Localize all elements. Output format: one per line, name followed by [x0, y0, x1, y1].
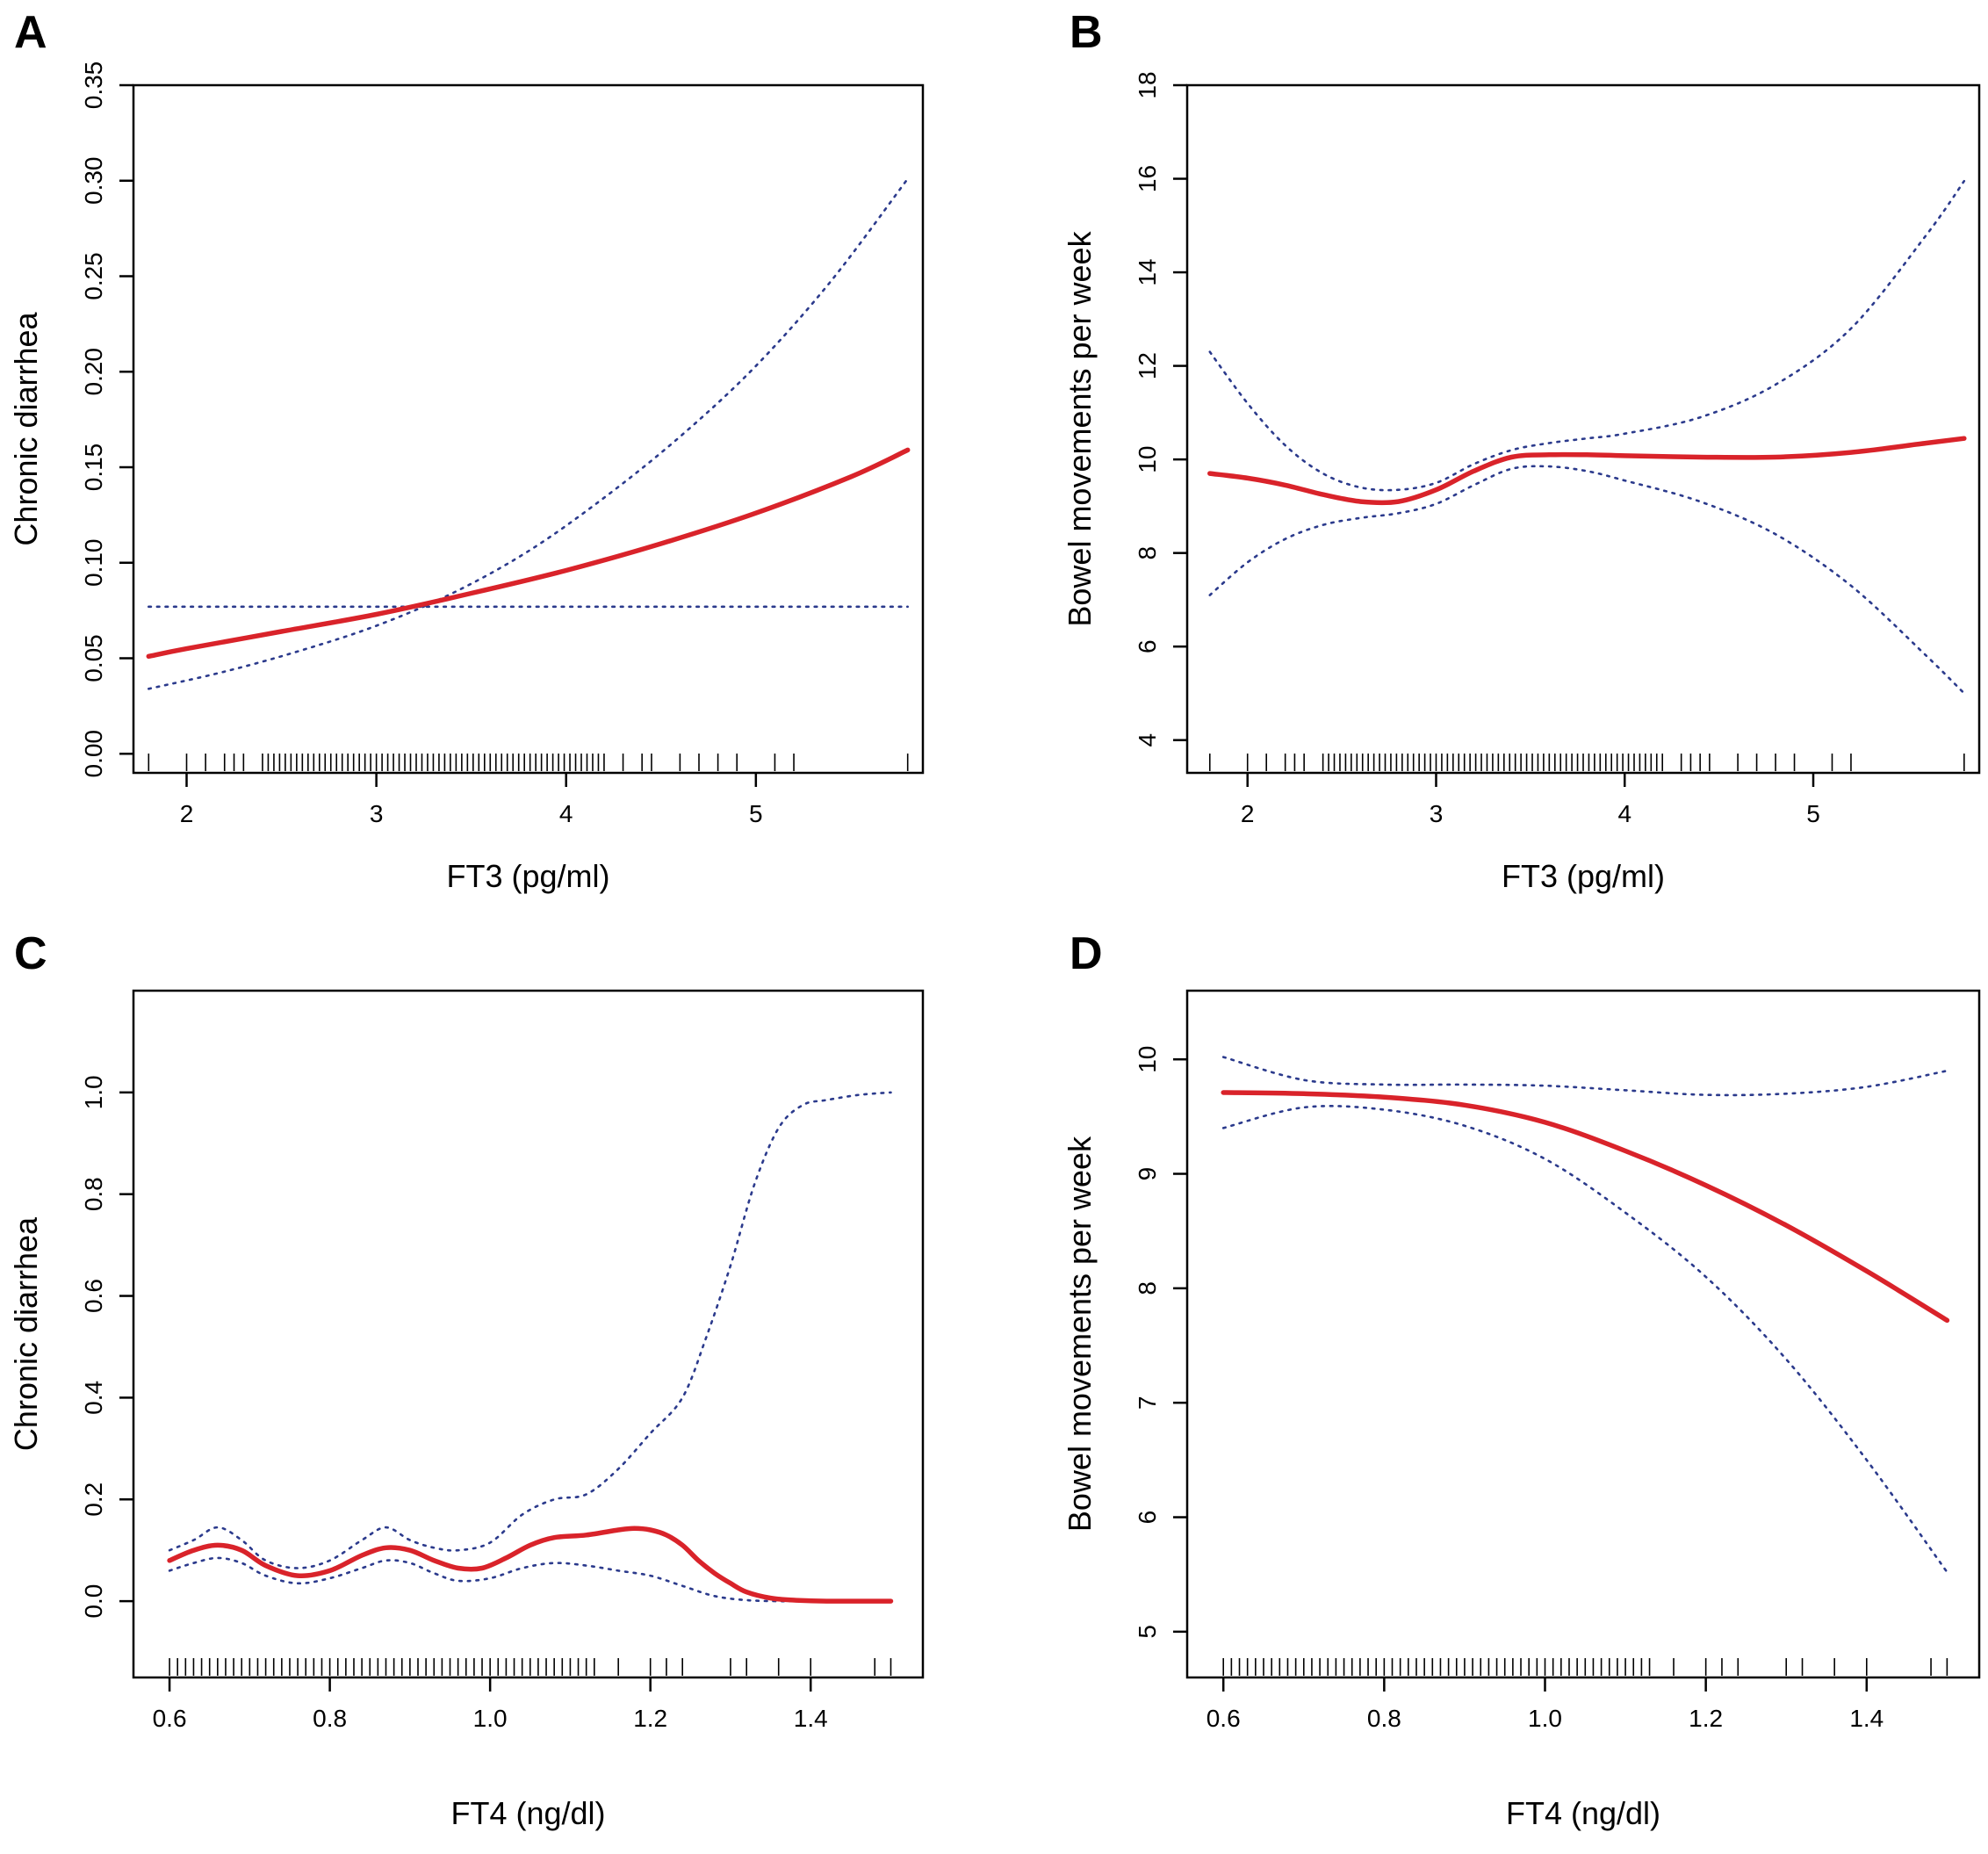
x-axis-title: FT3 (pg/ml) — [1502, 858, 1665, 894]
panel-label: D — [1070, 928, 1103, 979]
x-tick-label: 0.6 — [1206, 1705, 1241, 1732]
panel-label: C — [14, 928, 47, 979]
panel-b: B 2 3 4 5 4 6 8 10 12 14 16 18 FT3 (pg/ml) Bowel movem… — [1062, 7, 1981, 894]
x-tick-label: 1.2 — [1689, 1705, 1723, 1732]
x-tick-label: 0.6 — [153, 1705, 187, 1732]
plot-frame — [132, 83, 925, 775]
x-tick-label: 3 — [1430, 800, 1444, 827]
panel-c: C 0.6 0.8 1.0 1.2 1.4 0.0 0.2 0.4 0.6 0.8 1.0 FT4 (n… — [8, 928, 925, 1831]
y-tick-label: 10 — [1134, 1046, 1161, 1073]
plot-frame — [132, 989, 925, 1679]
y-tick-label: 0.10 — [80, 539, 107, 588]
y-tick-label: 18 — [1134, 71, 1161, 98]
y-tick-label: 16 — [1134, 165, 1161, 192]
x-tick-label: 4 — [1617, 800, 1631, 827]
y-tick-label: 0.0 — [80, 1584, 107, 1619]
y-tick-label: 0.6 — [80, 1279, 107, 1313]
y-tick-label: 5 — [1134, 1625, 1161, 1639]
x-tick-label: 4 — [559, 800, 573, 827]
y-tick-label: 0.05 — [80, 634, 107, 682]
x-tick-label: 1.0 — [1528, 1705, 1562, 1732]
panel-d: D 0.6 0.8 1.0 1.2 1.4 5 6 7 8 9 10 FT4 (ng/dl) Bowel … — [1062, 928, 1981, 1831]
plot-frame — [1185, 989, 1981, 1679]
y-tick-label: 9 — [1134, 1167, 1161, 1181]
series-fit — [146, 447, 911, 660]
y-tick-label: 6 — [1134, 639, 1161, 653]
x-tick-label: 5 — [749, 800, 763, 827]
y-tick-label: 12 — [1134, 352, 1161, 379]
y-axis-title: Bowel movements per week — [1062, 230, 1098, 626]
y-tick-label: 0.20 — [80, 348, 107, 396]
y-tick-label: 0.35 — [80, 61, 107, 110]
panel-a: A 2 3 4 5 0.00 0.05 0.10 0.15 0.20 0.25 0.30 0.35 FT3… — [8, 7, 925, 894]
series-fit — [167, 1526, 894, 1604]
series-ci-lower — [1208, 465, 1966, 695]
panel-label: B — [1070, 7, 1103, 58]
rug — [169, 1658, 892, 1676]
x-tick-label: 2 — [180, 800, 194, 827]
x-tick-label: 1.0 — [473, 1705, 508, 1732]
rug — [1208, 754, 1965, 771]
y-tick-label: 6 — [1134, 1511, 1161, 1525]
series-fit — [1207, 436, 1967, 506]
y-tick-label: 0.15 — [80, 444, 107, 492]
y-tick-label: 8 — [1134, 546, 1161, 560]
series-ci-upper — [168, 1091, 892, 1569]
series-ci-upper — [1221, 1056, 1948, 1097]
y-tick-label: 8 — [1134, 1281, 1161, 1295]
x-tick-label: 5 — [1806, 800, 1820, 827]
y-tick-label: 10 — [1134, 446, 1161, 473]
y-axis-title: Bowel movements per week — [1062, 1136, 1098, 1532]
plot-frame — [1185, 83, 1981, 775]
x-tick-label: 1.4 — [794, 1705, 828, 1732]
x-tick-label: 2 — [1241, 800, 1255, 827]
series-ci-lower — [168, 1556, 892, 1603]
x-tick-label: 3 — [370, 800, 384, 827]
x-tick-label: 0.8 — [313, 1705, 347, 1732]
series-ci-lower — [1221, 1105, 1948, 1574]
x-tick-label: 1.2 — [633, 1705, 667, 1732]
y-tick-label: 14 — [1134, 258, 1161, 285]
x-tick-label: 0.8 — [1367, 1705, 1401, 1732]
rug — [148, 754, 909, 771]
y-tick-label: 0.4 — [80, 1381, 107, 1415]
series-ci-upper — [148, 177, 909, 690]
y-axis-title: Chronic diarrhea — [8, 311, 44, 545]
series-ci-upper — [1208, 179, 1966, 492]
x-axis-title: FT4 (ng/dl) — [1506, 1795, 1660, 1831]
y-tick-label: 0.25 — [80, 252, 107, 300]
panel-label: A — [14, 7, 47, 58]
y-axis-title: Chronic diarrhea — [8, 1216, 44, 1451]
y-tick-label: 0.8 — [80, 1177, 107, 1211]
y-tick-label: 7 — [1134, 1396, 1161, 1410]
rug — [1222, 1658, 1948, 1676]
x-axis-title: FT4 (ng/dl) — [450, 1795, 605, 1831]
y-tick-label: 0.30 — [80, 157, 107, 206]
x-axis-title: FT3 (pg/ml) — [446, 858, 609, 894]
series-fit — [1221, 1090, 1950, 1324]
y-tick-label: 0.2 — [80, 1482, 107, 1517]
y-tick-label: 1.0 — [80, 1075, 107, 1109]
y-tick-label: 0.00 — [80, 730, 107, 778]
x-tick-label: 1.4 — [1849, 1705, 1884, 1732]
y-tick-label: 4 — [1134, 733, 1161, 747]
